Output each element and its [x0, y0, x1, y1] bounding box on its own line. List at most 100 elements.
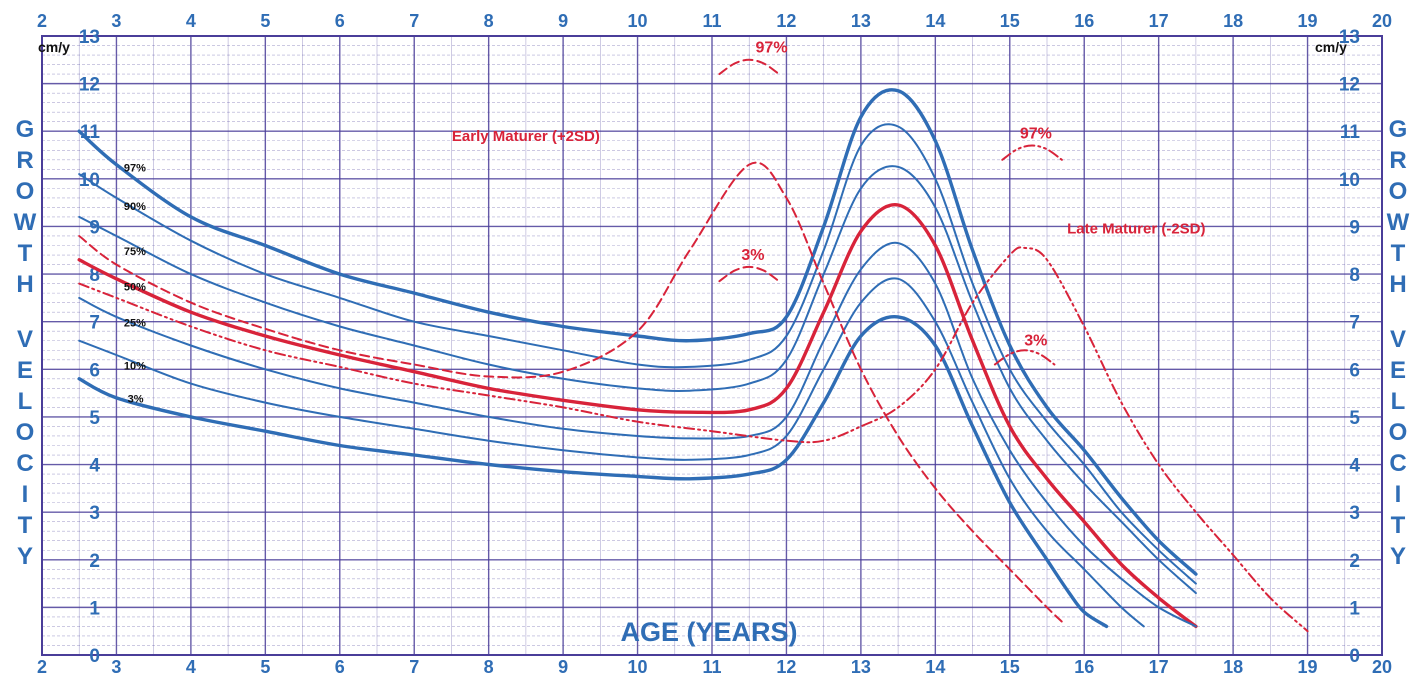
plot-frame [41, 35, 1383, 656]
ylabel-letter: I [1395, 481, 1402, 508]
x-tick-label-bottom: 13 [851, 657, 871, 677]
percentile-label: 97% [124, 163, 146, 175]
ylabel-letter: G [1389, 116, 1408, 143]
ylabel-letter: W [14, 209, 37, 236]
series-line [78, 277, 1145, 628]
y-tick-label-right: 6 [1349, 360, 1360, 381]
x-tick-label-top: 12 [776, 11, 796, 31]
series-line [78, 123, 1197, 585]
annotation-label: Early Maturer (+2SD) [452, 128, 600, 145]
y-tick-label-left: 13 [79, 27, 100, 48]
y-tick-label-left: 5 [89, 408, 100, 429]
percentile-label: 75% [124, 246, 146, 258]
series-line [77, 88, 1198, 576]
y-tick-label-left: 7 [89, 313, 100, 334]
x-tick-label-bottom: 19 [1298, 657, 1318, 677]
ylabel-letter: H [16, 271, 33, 298]
ylabel-letter: C [1389, 450, 1406, 477]
annotation-label: 97% [1020, 125, 1052, 142]
y-tick-label-right: 9 [1349, 217, 1360, 238]
y-tick-label-left: 12 [79, 75, 100, 96]
x-tick-label-bottom: 8 [484, 657, 494, 677]
ylabel-letter: C [16, 450, 33, 477]
annotation-label: 3% [741, 247, 764, 264]
ylabel-letter: R [16, 147, 33, 174]
x-tick-label-top: 5 [260, 11, 270, 31]
percentile-label: 50% [124, 282, 146, 294]
percentile-label: 90% [124, 201, 146, 213]
x-tick-label-top: 2 [37, 11, 47, 31]
y-tick-label-right: 8 [1349, 265, 1360, 286]
series-line [78, 246, 1309, 633]
x-tick-label-bottom: 10 [628, 657, 648, 677]
x-tick-label-top: 8 [484, 11, 494, 31]
x-tick-label-bottom: 2 [37, 657, 47, 677]
y-tick-label-right: 11 [1340, 122, 1361, 143]
y-tick-label-right: 12 [1339, 75, 1360, 96]
series-line [993, 349, 1056, 366]
ylabel-letter: V [1390, 326, 1406, 353]
x-tick-label-top: 18 [1223, 11, 1243, 31]
y-tick-label-right: 2 [1349, 551, 1360, 572]
ylabel-letter: T [1391, 512, 1406, 539]
ylabel-letter: Y [1390, 543, 1406, 570]
x-tick-label-bottom: 16 [1074, 657, 1094, 677]
y-tick-label-right: 7 [1349, 313, 1360, 334]
series-line [78, 165, 1197, 595]
x-tick-label-bottom: 9 [558, 657, 568, 677]
x-tick-label-top: 17 [1149, 11, 1169, 31]
ylabel-letter: E [1390, 357, 1406, 384]
y-tick-label-right: 1 [1349, 598, 1360, 619]
x-tick-label-bottom: 12 [776, 657, 796, 677]
ylabel-letter: L [18, 388, 33, 415]
y-tick-label-right: 13 [1339, 27, 1360, 48]
x-tick-label-top: 15 [1000, 11, 1020, 31]
x-tick-label-top: 11 [702, 11, 721, 31]
y-tick-label-left: 2 [89, 551, 100, 572]
ylabel-letter: L [1391, 388, 1406, 415]
x-tick-label-bottom: 11 [702, 657, 721, 677]
ylabel-letter: O [16, 178, 35, 205]
ylabel-letter: H [1389, 271, 1406, 298]
y-tick-label-left: 0 [89, 646, 100, 667]
annotation-label: 3% [1024, 333, 1047, 350]
percentile-label: 25% [124, 317, 146, 329]
annotations: 97% Early Maturer (+2SD) 3% 97% Late Maturer… [452, 40, 1206, 350]
series-line [78, 161, 1063, 623]
series-line [718, 265, 780, 283]
series-line [77, 203, 1198, 629]
annotation-label: Late Maturer (-2SD) [1067, 221, 1205, 238]
annotation-label: 97% [756, 40, 788, 57]
x-tick-label-bottom: 20 [1372, 657, 1392, 677]
ylabel-letter: T [1391, 240, 1406, 267]
ylabel-letter: T [18, 240, 33, 267]
x-tick-label-bottom: 15 [1000, 657, 1020, 677]
x-tick-label-top: 7 [409, 11, 419, 31]
y-tick-label-left: 3 [89, 503, 100, 524]
ylabel-letter: I [22, 481, 29, 508]
x-axis-label: AGE (YEARS) [620, 617, 797, 647]
y-tick-label-right: 0 [1349, 646, 1360, 667]
y-tick-label-left: 4 [89, 456, 100, 477]
y-tick-label-right: 10 [1339, 170, 1360, 191]
x-tick-label-top: 16 [1074, 11, 1094, 31]
x-tick-label-top: 20 [1372, 11, 1392, 31]
x-tick-label-top: 13 [851, 11, 871, 31]
ylabel-letter: Y [17, 543, 33, 570]
ylabel-letter: W [1387, 209, 1410, 236]
x-tick-label-bottom: 4 [186, 657, 196, 677]
y-tick-label-right: 5 [1349, 408, 1360, 429]
y-tick-label-right: 3 [1349, 503, 1360, 524]
y-unit-right: cm/y [1315, 39, 1347, 55]
ylabel-letter: E [17, 357, 33, 384]
x-tick-label-top: 3 [111, 11, 121, 31]
percentile-label: 10% [124, 360, 146, 372]
y-tick-label-left: 1 [89, 598, 100, 619]
x-tick-label-bottom: 7 [409, 657, 419, 677]
series-line [718, 58, 780, 76]
series-line [77, 314, 1109, 629]
x-tick-label-bottom: 5 [260, 657, 270, 677]
